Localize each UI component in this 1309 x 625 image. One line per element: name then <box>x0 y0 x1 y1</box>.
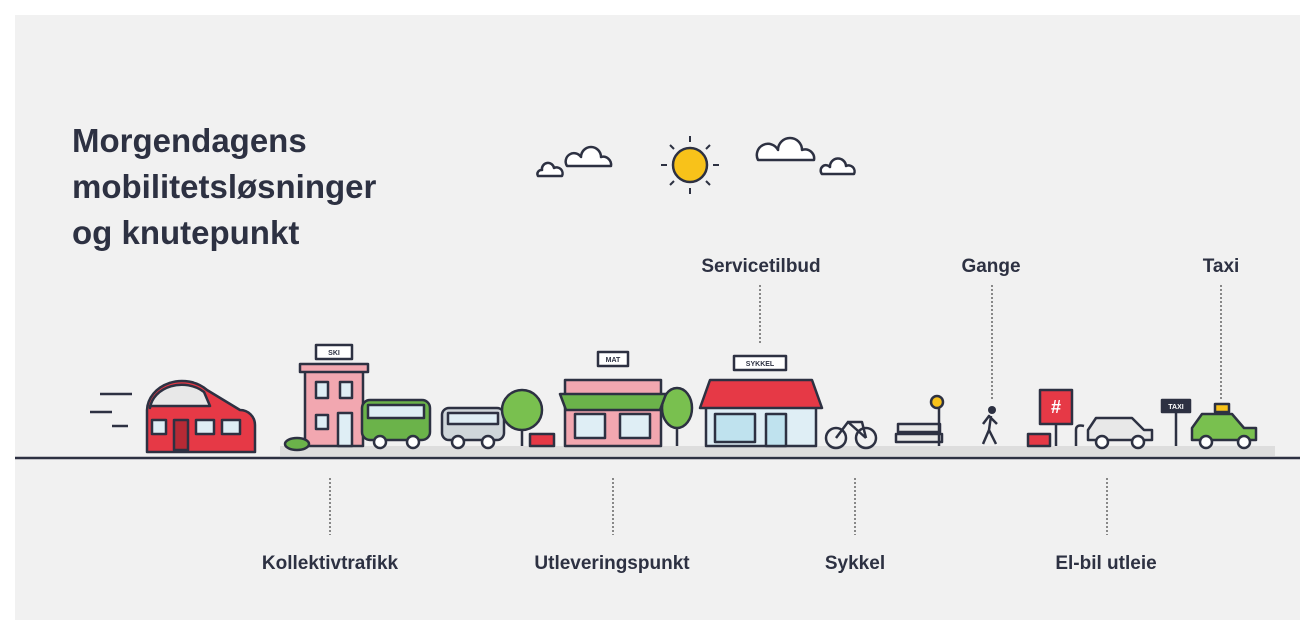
top-label: Taxi <box>1203 256 1240 277</box>
bottom-label: Sykkel <box>825 553 885 574</box>
bottom-label: El-bil utleie <box>1055 553 1156 574</box>
title-line: mobilitetsløsninger <box>72 168 377 205</box>
title-line: Morgendagens <box>72 122 307 159</box>
svg-text:#: # <box>1051 397 1061 417</box>
sign-text: SKI <box>328 350 340 357</box>
top-label: Gange <box>961 256 1020 277</box>
title-line: og knutepunkt <box>72 214 299 251</box>
illustration: Morgendagens mobilitetsløsninger og knut… <box>0 0 1309 625</box>
sign-text: SYKKEL <box>746 361 775 368</box>
bottom-label: Utleveringspunkt <box>534 553 690 574</box>
sign-text: MAT <box>606 357 621 364</box>
background <box>15 15 1300 620</box>
sidewalk <box>280 446 1275 456</box>
bottom-label: Kollektivtrafikk <box>262 553 399 574</box>
top-label: Servicetilbud <box>701 256 820 277</box>
sign-text: TAXI <box>1168 404 1183 411</box>
